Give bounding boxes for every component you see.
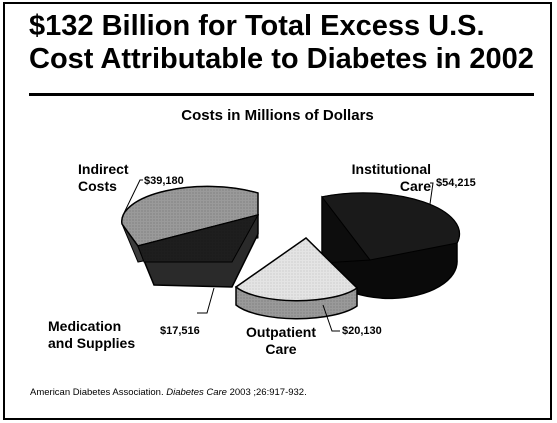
leader-line-indirect (123, 179, 143, 214)
source-citation: American Diabetes Association. Diabetes … (30, 387, 307, 398)
source-prefix: American Diabetes Association. (30, 387, 164, 398)
leader-line-outpatient (322, 304, 340, 332)
slide-title: $132 Billion for Total Excess U.S. Cost … (29, 10, 539, 76)
pie-slice-medication-supplies (136, 214, 259, 288)
category-label-line: Indirect (78, 161, 129, 177)
category-label-line: Outpatient (246, 324, 316, 340)
category-label-line: Care (399, 178, 431, 194)
leader-line-medication (197, 287, 215, 314)
category-label-indirect-costs: Indirect Costs (78, 161, 129, 195)
value-label-medication-supplies: $17,516 (160, 325, 200, 337)
category-label-line: Care (265, 341, 297, 357)
category-label-institutional-care: Institutional Care (336, 161, 431, 195)
leader-line-institutional (429, 182, 434, 205)
category-label-line: Institutional (351, 161, 431, 177)
pie-slice-outpatient-care (234, 237, 359, 320)
category-label-outpatient-care: Outpatient Care (240, 324, 322, 358)
value-label-outpatient-care: $20,130 (342, 325, 382, 337)
source-suffix: 2003 ;26:917-932. (229, 387, 307, 398)
chart-title: Costs in Millions of Dollars (181, 107, 374, 124)
pie-slice-institutional-care (321, 192, 461, 300)
category-label-line: and Supplies (48, 335, 136, 351)
value-label-indirect-costs: $39,180 (144, 175, 184, 187)
slide: $132 Billion for Total Excess U.S. Cost … (3, 2, 552, 420)
category-label-medication-supplies: Medication and Supplies (48, 318, 135, 352)
title-line-1: $132 Billion for Total Excess U.S. (29, 10, 485, 42)
title-divider (29, 93, 534, 96)
title-line-2: Cost Attributable to Diabetes in 2002 (29, 43, 534, 75)
value-label-institutional-care: $54,215 (436, 177, 476, 189)
category-label-line: Costs (78, 178, 117, 194)
source-journal: Diabetes Care (166, 387, 227, 398)
category-label-line: Medication (48, 318, 122, 334)
